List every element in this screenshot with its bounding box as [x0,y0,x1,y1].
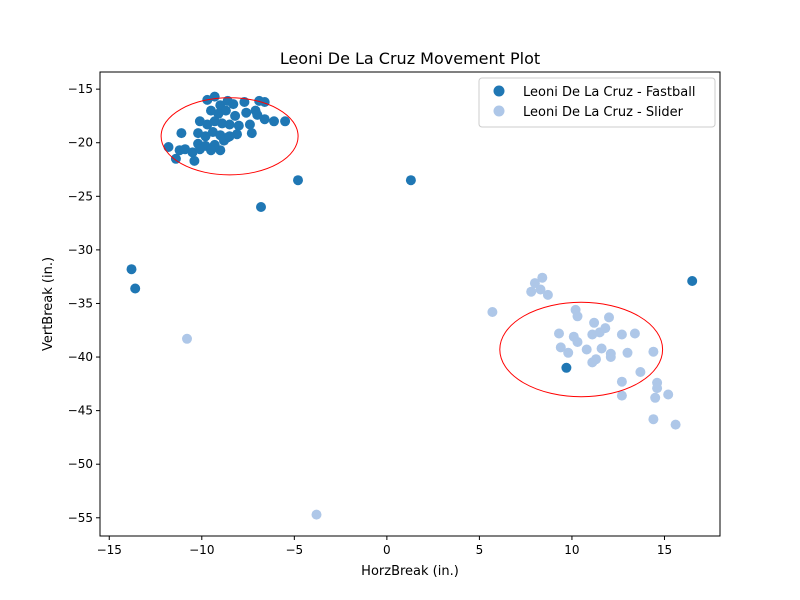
scatter-point [182,333,192,344]
scatter-point [163,142,174,152]
scatter-point [616,376,627,387]
scatter-point [220,105,231,116]
y-axis: −15 −20 −25 −30 −35 −40 −45 −50 −55 [68,82,100,525]
y-tick-label: −30 [68,243,93,257]
scatter-point [224,119,235,130]
y-tick-label: −25 [68,189,93,203]
scatter-point [246,128,257,139]
scatter-point [130,283,141,294]
y-tick-label: −40 [68,350,93,364]
scatter-point [563,347,574,358]
scatter-point [589,317,600,328]
y-axis-label: VertBreak (in.) [41,257,56,351]
scatter-point [126,264,137,275]
scatter-point [241,107,252,118]
scatter-point [311,509,322,520]
plot-area [126,91,698,520]
scatter-point [622,347,633,358]
scatter-point [572,337,583,347]
scatter-point [239,97,250,107]
scatter-point [176,128,187,139]
scatter-point [629,328,640,339]
legend-marker-slider [493,105,505,117]
scatter-point [224,131,235,142]
scatter-point [487,307,498,317]
scatter-point [213,108,224,119]
scatter-point [670,419,681,430]
scatter-point [233,120,244,131]
legend-box [478,77,716,128]
scatter-point [663,389,674,400]
legend: Leoni De La Cruz - Fastball Leoni De La … [478,77,716,128]
y-tick-label: −35 [68,296,93,310]
x-tick-label: −15 [97,543,122,557]
scatter-point [542,289,553,300]
y-tick-label: −50 [68,457,93,471]
scatter-point [259,97,270,107]
scatter-point [604,312,614,323]
scatter-point [244,119,255,130]
scatter-point [293,175,303,186]
scatter-point [572,311,583,322]
scatter-point [200,131,211,142]
x-tick-label: 5 [476,543,484,557]
scatter-point [526,286,537,297]
cluster-ellipse-2 [499,301,664,398]
y-tick-label: −20 [68,136,93,150]
scatter-point [554,328,564,339]
scatter-point [217,118,228,129]
scatter-point [652,383,663,394]
scatter-point [206,145,216,156]
scatter-point [280,116,291,127]
scatter-point [256,202,266,212]
scatter-point [587,329,598,340]
y-tick-label: −45 [68,404,93,418]
legend-label-slider: Leoni De La Cruz - Slider [523,105,684,120]
scatter-point [650,392,661,403]
scatter-point [535,284,546,295]
plot-frame [99,71,721,537]
scatter-point [591,354,601,365]
scatter-point [170,153,181,164]
scatter-point [616,390,627,401]
scatter-point [537,272,548,283]
scatter-point [189,155,200,166]
y-tick-label: −55 [68,511,93,525]
y-tick-label: −15 [68,82,93,96]
x-tick-label: −10 [189,543,214,557]
scatter-point [605,352,616,362]
x-tick-label: 0 [383,543,391,557]
scatter-point [259,114,270,125]
x-tick-label: −5 [285,543,303,557]
scatter-point [616,329,627,340]
scatter-point [269,116,279,127]
scatter-point [252,109,263,120]
scatter-point [228,99,239,110]
legend-marker-fastball [493,85,505,97]
scatter-point [581,344,592,355]
series-fastball [126,91,698,373]
cluster-ellipse-1 [160,97,299,176]
scatter-point [405,175,416,186]
scatter-point [635,367,646,377]
x-tick-label: 15 [657,543,672,557]
x-axis: −15 −10 −5 0 5 10 15 [97,536,672,557]
scatter-point [596,343,607,354]
scatter-point [648,414,659,425]
chart-title: Leoni De La Cruz Movement Plot [280,49,540,68]
x-tick-label: 10 [564,543,579,557]
scatter-point [648,346,659,357]
scatter-point [687,276,698,286]
legend-label-fastball: Leoni De La Cruz - Fastball [523,85,695,100]
series-slider [182,272,681,520]
scatter-point [230,110,241,121]
scatter-point [209,91,220,102]
scatter-point [561,362,572,373]
scatter-point [194,144,205,155]
scatter-point [215,145,226,156]
x-axis-label: HorzBreak (in.) [361,564,459,579]
scatter-point [555,342,566,353]
